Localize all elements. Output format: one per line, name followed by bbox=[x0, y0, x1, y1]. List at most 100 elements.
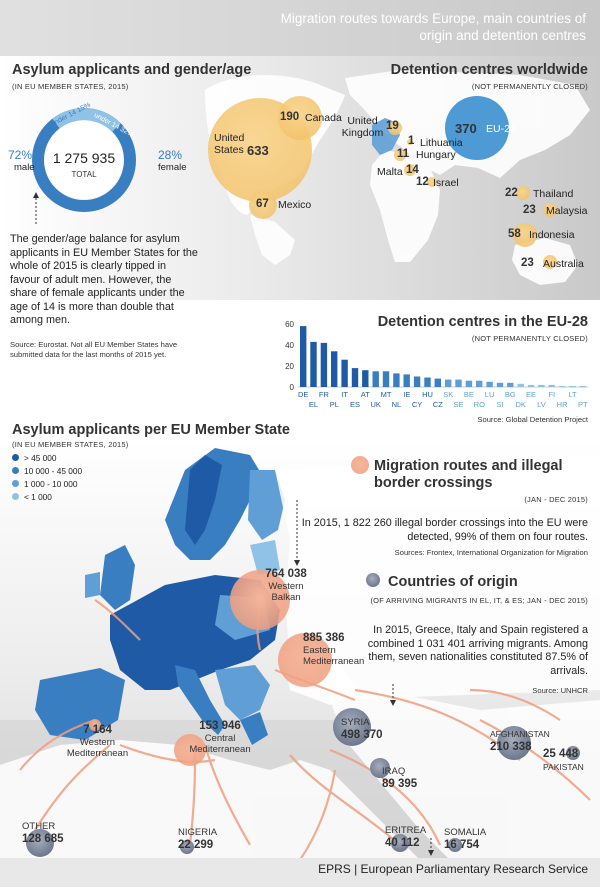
legend-label: 1 000 - 10 000 bbox=[24, 478, 78, 489]
asylum-gender-source: Source: Eurostat. Not all EU Member Stat… bbox=[10, 340, 178, 359]
bar-hr bbox=[558, 386, 566, 388]
y-tick-label: 60 bbox=[285, 320, 294, 329]
route-name: Western Mediterranean bbox=[66, 737, 129, 759]
eu28-chart-title: Detention centres in the EU-28 bbox=[377, 314, 588, 330]
x-tick-label: FI bbox=[548, 390, 555, 399]
world-label-hungary: Hungary bbox=[416, 149, 456, 161]
legend-item: > 45 000 bbox=[12, 451, 82, 464]
male-percentage: 72% bbox=[8, 148, 33, 162]
y-tick-label: 40 bbox=[285, 341, 294, 350]
legend-item: 1 000 - 10 000 bbox=[12, 477, 82, 490]
origin-iraq: IRAQ 89 395 bbox=[382, 765, 432, 791]
origin-value: 89 395 bbox=[382, 778, 418, 790]
member-state-legend: > 45 000 10 000 - 45 000 1 000 - 10 000 … bbox=[12, 451, 82, 503]
bar-nl bbox=[393, 373, 400, 388]
asylum-total-value: 1 275 935 bbox=[52, 150, 116, 166]
bar-mt bbox=[382, 371, 390, 388]
origin-source: Source: UNHCR bbox=[532, 686, 588, 695]
x-tick-label: PL bbox=[330, 400, 339, 409]
origin-other: OTHER 128 685 bbox=[22, 820, 82, 846]
bar-se bbox=[455, 379, 462, 387]
origin-syria: SYRIA 498 370 bbox=[341, 716, 393, 742]
legend-swatch bbox=[12, 467, 19, 474]
world-value-indonesia: 58 bbox=[508, 228, 521, 240]
world-label-indonesia: Indonesia bbox=[529, 229, 575, 241]
route-value: 764 038 bbox=[265, 568, 307, 580]
x-tick-label: PT bbox=[578, 400, 588, 409]
world-value-united-states: 633 bbox=[247, 143, 269, 158]
world-value-israel: 12 bbox=[416, 176, 429, 188]
x-tick-label: MT bbox=[381, 390, 392, 399]
route-name: Western Balkan bbox=[268, 581, 304, 603]
detention-world-title: Detention centres worldwide bbox=[390, 62, 588, 78]
eu28-chart-source: Source: Global Detention Project bbox=[477, 415, 588, 424]
route-central-mediterranean: 153 946 Central Mediterranean bbox=[180, 720, 260, 755]
x-tick-label: SK bbox=[443, 390, 453, 399]
world-label-mexico: Mexico bbox=[278, 199, 312, 211]
bar-cy bbox=[413, 376, 421, 387]
world-value-eu28: 370 bbox=[455, 121, 477, 136]
origin-nigeria: NIGERIA 22 299 bbox=[178, 826, 238, 852]
legend-swatch bbox=[12, 480, 19, 487]
origin-name: OTHER bbox=[22, 821, 56, 832]
member-state-subtitle: (IN EU MEMBER STATES, 2015) bbox=[12, 440, 129, 449]
x-tick-label: LT bbox=[568, 390, 577, 399]
world-label-malta: Malta bbox=[377, 166, 403, 178]
x-tick-label: IT bbox=[341, 390, 348, 399]
world-label-thailand: Thailand bbox=[533, 188, 574, 200]
legend-label: > 45 000 bbox=[24, 452, 57, 463]
world-label-united-kingdom: United Kingdom bbox=[341, 115, 384, 139]
route-value: 153 946 bbox=[199, 720, 241, 732]
asylum-gender-subtitle: (IN EU MEMBER STATES, 2015) bbox=[12, 82, 129, 91]
origin-name: ERITREA bbox=[385, 825, 427, 836]
eu28-bar-chart: 0204060DEELFRPLITESATUKMTNLIECYHUCZSKSEB… bbox=[285, 320, 588, 409]
x-tick-label: IE bbox=[403, 390, 410, 399]
world-value-australia: 23 bbox=[521, 257, 534, 269]
x-tick-label: SI bbox=[496, 400, 503, 409]
origin-pakistan: 25 448 PAKISTAN bbox=[543, 748, 597, 774]
route-value: 7 164 bbox=[83, 724, 112, 736]
x-tick-label: EE bbox=[526, 390, 536, 399]
bar-hu bbox=[424, 377, 431, 387]
female-percentage: 28% bbox=[158, 148, 183, 162]
bar-pl bbox=[331, 351, 338, 387]
route-eastern-mediterranean: 885 386 Eastern Mediterranean bbox=[303, 632, 383, 667]
x-tick-label: DK bbox=[515, 400, 525, 409]
world-label-eu28: EU-28 bbox=[486, 123, 516, 135]
origin-name: NIGERIA bbox=[178, 827, 218, 838]
world-value-mexico: 67 bbox=[256, 198, 269, 210]
x-tick-label: RO bbox=[474, 400, 485, 409]
world-value-thailand: 22 bbox=[505, 187, 518, 199]
x-tick-label: BG bbox=[505, 390, 516, 399]
legend-label: < 1 000 bbox=[24, 491, 52, 502]
origin-subtitle: (OF ARRIVING MIGRANTS IN EL, IT, & ES; J… bbox=[370, 596, 588, 605]
origin-title: Countries of origin bbox=[388, 574, 518, 590]
member-state-title: Asylum applicants per EU Member State bbox=[12, 422, 290, 438]
bar-dk bbox=[517, 383, 524, 387]
origin-somalia: SOMALIA 16 754 bbox=[444, 826, 504, 852]
detention-world-subtitle: (NOT PERMANENTLY CLOSED) bbox=[471, 82, 588, 91]
asylum-gender-title: Asylum applicants and gender/age bbox=[12, 62, 252, 78]
legend-label: 10 000 - 45 000 bbox=[24, 465, 83, 476]
world-label-canada: Canada bbox=[305, 112, 342, 124]
x-tick-label: CZ bbox=[433, 400, 443, 409]
world-label-united-states: United States bbox=[214, 132, 245, 156]
origin-eritrea: ERITREA 40 112 bbox=[385, 824, 445, 850]
origin-name: AFGHANISTAN bbox=[490, 729, 550, 739]
x-tick-label: SE bbox=[453, 400, 463, 409]
page-title: Migration routes towards Europe, main co… bbox=[280, 11, 586, 43]
routes-description: In 2015, 1 822 260 illegal border crossi… bbox=[301, 517, 588, 543]
x-tick-label: BE bbox=[464, 390, 474, 399]
x-tick-label: AT bbox=[361, 390, 370, 399]
bar-sk bbox=[445, 379, 452, 387]
bar-pt bbox=[579, 386, 586, 388]
female-label: female bbox=[158, 162, 187, 173]
y-tick-label: 20 bbox=[285, 362, 294, 371]
world-value-malta: 14 bbox=[406, 164, 419, 176]
origin-name: SOMALIA bbox=[444, 827, 487, 838]
bar-si bbox=[496, 382, 504, 387]
origin-value: 498 370 bbox=[341, 729, 383, 741]
origin-afghanistan: AFGHANISTAN 210 338 bbox=[490, 728, 560, 754]
x-tick-label: EL bbox=[309, 400, 318, 409]
